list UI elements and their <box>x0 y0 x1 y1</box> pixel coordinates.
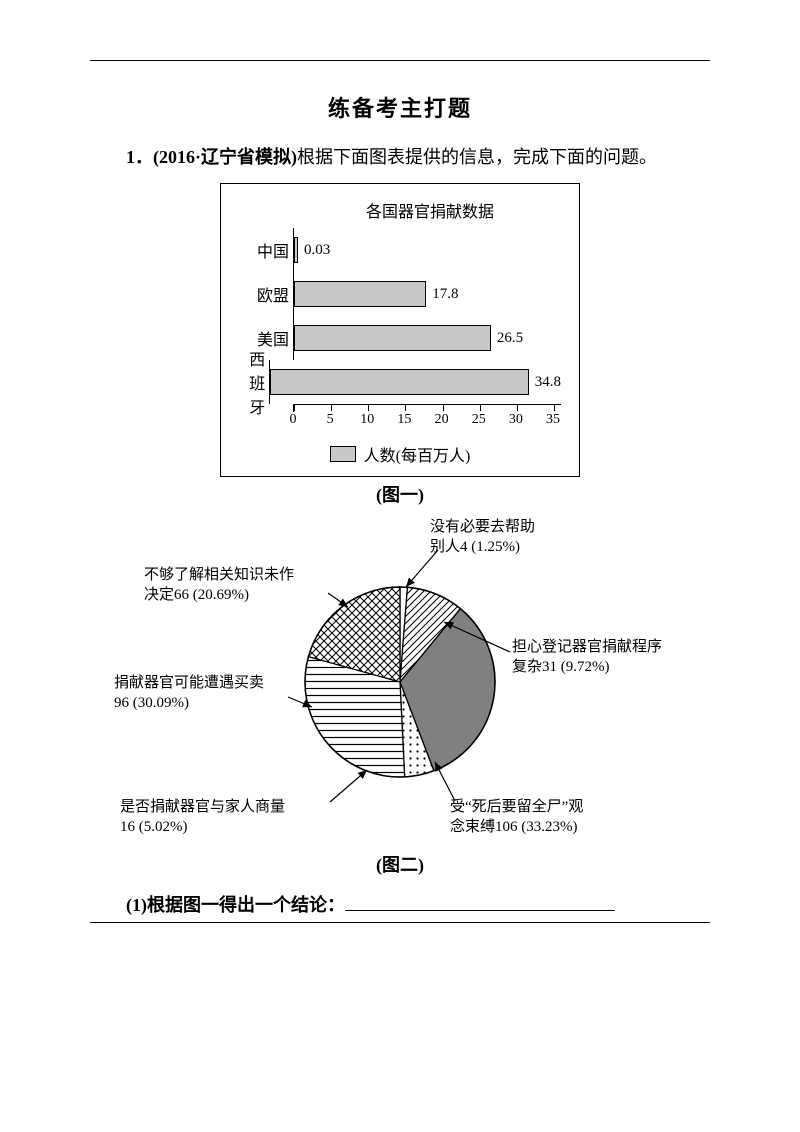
pie-chart: 没有必要去帮助别人4 (1.25%) 担心登记器官捐献程序复杂31 (9.72%)… <box>120 517 680 847</box>
bar-chart-legend: 人数(每百万人) <box>239 442 561 466</box>
page-title: 练备考主打题 <box>90 91 710 123</box>
axis-tick-label: 0 <box>290 412 297 428</box>
axis-tick-label: 30 <box>509 412 523 428</box>
bar <box>270 369 529 395</box>
bar-chart-axis <box>293 404 561 412</box>
bar-chart-title: 各国器官捐献数据 <box>239 198 561 222</box>
bar-category-label: 中国 <box>239 238 293 262</box>
bar-value-label: 0.03 <box>304 242 330 259</box>
bar-value-label: 17.8 <box>432 286 458 303</box>
question-tag: 1．(2016·辽宁省模拟) <box>126 147 297 167</box>
bar-chart: 各国器官捐献数据 中国 0.03 欧盟 17.8 美国26.5西班牙34.8 0 5 10 1… <box>220 183 580 477</box>
pie-label-ask-family: 是否捐献器官与家人商量16 (5.02%) <box>120 797 285 838</box>
bar <box>294 325 491 351</box>
intro-text: 根据下面图表提供的信息，完成下面的问题。 <box>297 147 657 167</box>
axis-tick-label: 35 <box>546 412 560 428</box>
bar-category-label: 欧盟 <box>239 282 293 306</box>
axis-tick-label: 15 <box>397 412 411 428</box>
bar-row: 美国26.5 <box>239 316 561 360</box>
bar <box>294 281 426 307</box>
bar-row: 西班牙34.8 <box>239 360 561 404</box>
answer-blank[interactable] <box>345 893 615 911</box>
figure2-caption: (图二) <box>90 851 710 877</box>
pie-label-process-complex: 担心登记器官捐献程序复杂31 (9.72%) <box>512 637 662 678</box>
axis-tick-label: 25 <box>472 412 486 428</box>
bar-row: 欧盟 17.8 <box>239 272 561 316</box>
legend-swatch <box>330 446 356 462</box>
bar <box>294 237 298 263</box>
axis-tick-label: 20 <box>435 412 449 428</box>
bar-value-label: 34.8 <box>535 374 561 391</box>
intro-paragraph: 1．(2016·辽宁省模拟)根据下面图表提供的信息，完成下面的问题。 <box>90 139 710 175</box>
axis-tick-label: 5 <box>327 412 334 428</box>
axis-tick-label: 10 <box>360 412 374 428</box>
legend-label: 人数(每百万人) <box>364 442 471 466</box>
question-1-text: (1)根据图一得出一个结论： <box>126 895 345 915</box>
pie-label-not-enough-knowledge: 不够了解相关知识未作决定66 (20.69%) <box>144 565 294 606</box>
pie-label-no-need: 没有必要去帮助别人4 (1.25%) <box>430 517 535 558</box>
pie-label-may-be-sold: 捐献器官可能遭遇买卖96 (30.09%) <box>114 673 264 714</box>
bar-value-label: 26.5 <box>497 330 523 347</box>
question-1: (1)根据图一得出一个结论： <box>90 887 710 923</box>
figure1-caption: (图一) <box>90 481 710 507</box>
pie-label-whole-body: 受“死后要留全尸”观念束缚106 (33.23%) <box>450 797 583 838</box>
bar-row: 中国 0.03 <box>239 228 561 272</box>
